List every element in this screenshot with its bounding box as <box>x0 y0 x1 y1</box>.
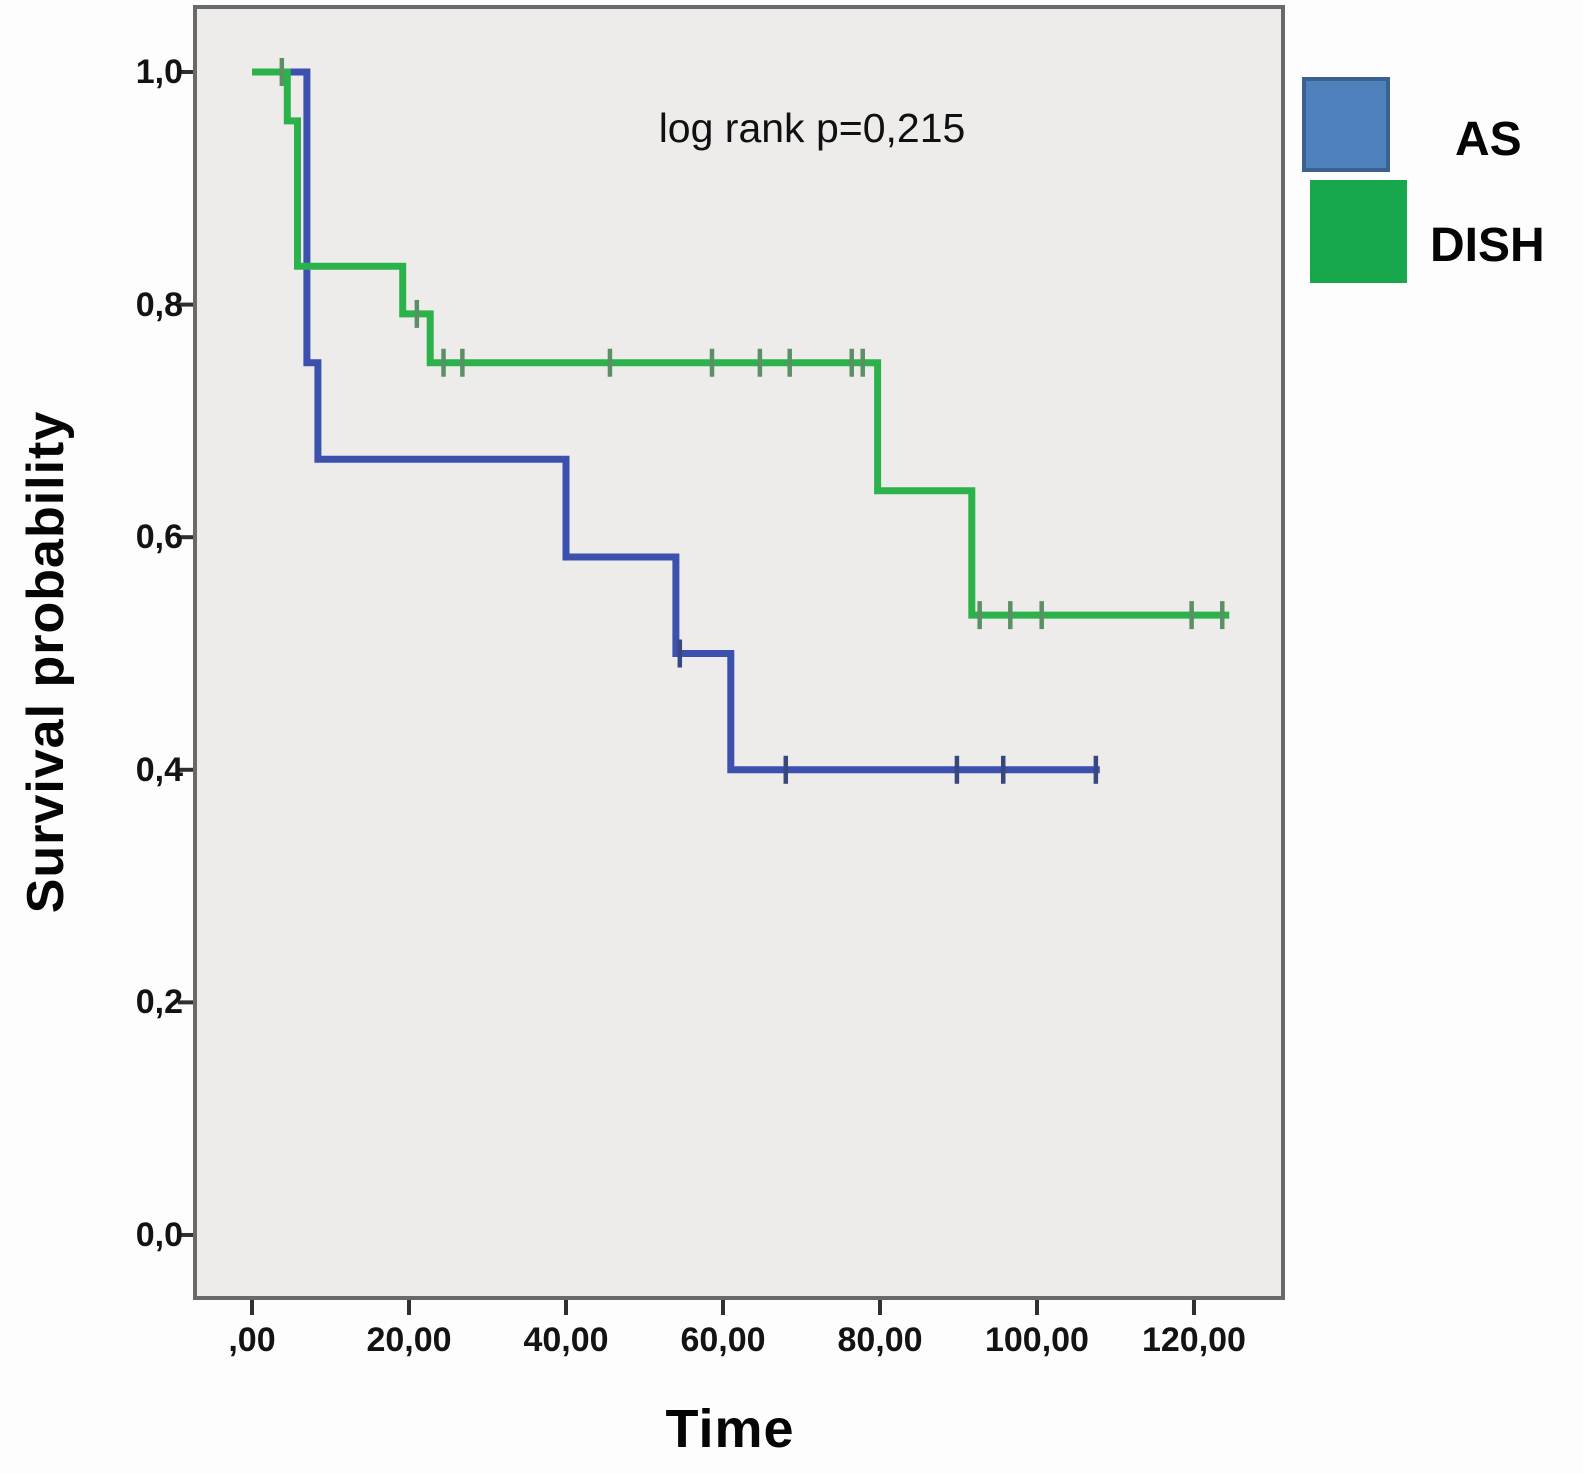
x-tick-label: 100,00 <box>984 1321 1089 1359</box>
y-tick-label: 0,6 <box>135 518 183 557</box>
series-as-line <box>252 68 1100 774</box>
plot-frame <box>193 5 1285 1300</box>
legend-label-dish: DISH <box>1430 219 1545 272</box>
x-tick-label: 20,00 <box>366 1321 452 1359</box>
x-tick-label: ,00 <box>228 1321 276 1359</box>
legend-label-as: AS <box>1455 113 1522 166</box>
y-tick-label: 0,8 <box>135 285 183 324</box>
log-rank-annotation: log rank p=0,215 <box>658 105 966 151</box>
x-tick-label: 120,00 <box>1141 1321 1246 1359</box>
legend-swatch-as <box>1302 77 1390 172</box>
y-tick-label: 1,0 <box>135 53 183 91</box>
x-tick-label: 40,00 <box>523 1321 609 1359</box>
y-tick-label: 0,0 <box>135 1215 183 1254</box>
y-tick-label: 0,2 <box>135 983 183 1022</box>
y-axis-title: Survival probability <box>17 410 75 914</box>
x-axis-title: Time <box>665 1399 795 1459</box>
legend-swatch-dish <box>1310 180 1407 283</box>
x-tick-label: 80,00 <box>837 1321 923 1359</box>
y-tick-label: 0,4 <box>135 750 183 789</box>
x-tick-label: 60,00 <box>680 1321 766 1359</box>
